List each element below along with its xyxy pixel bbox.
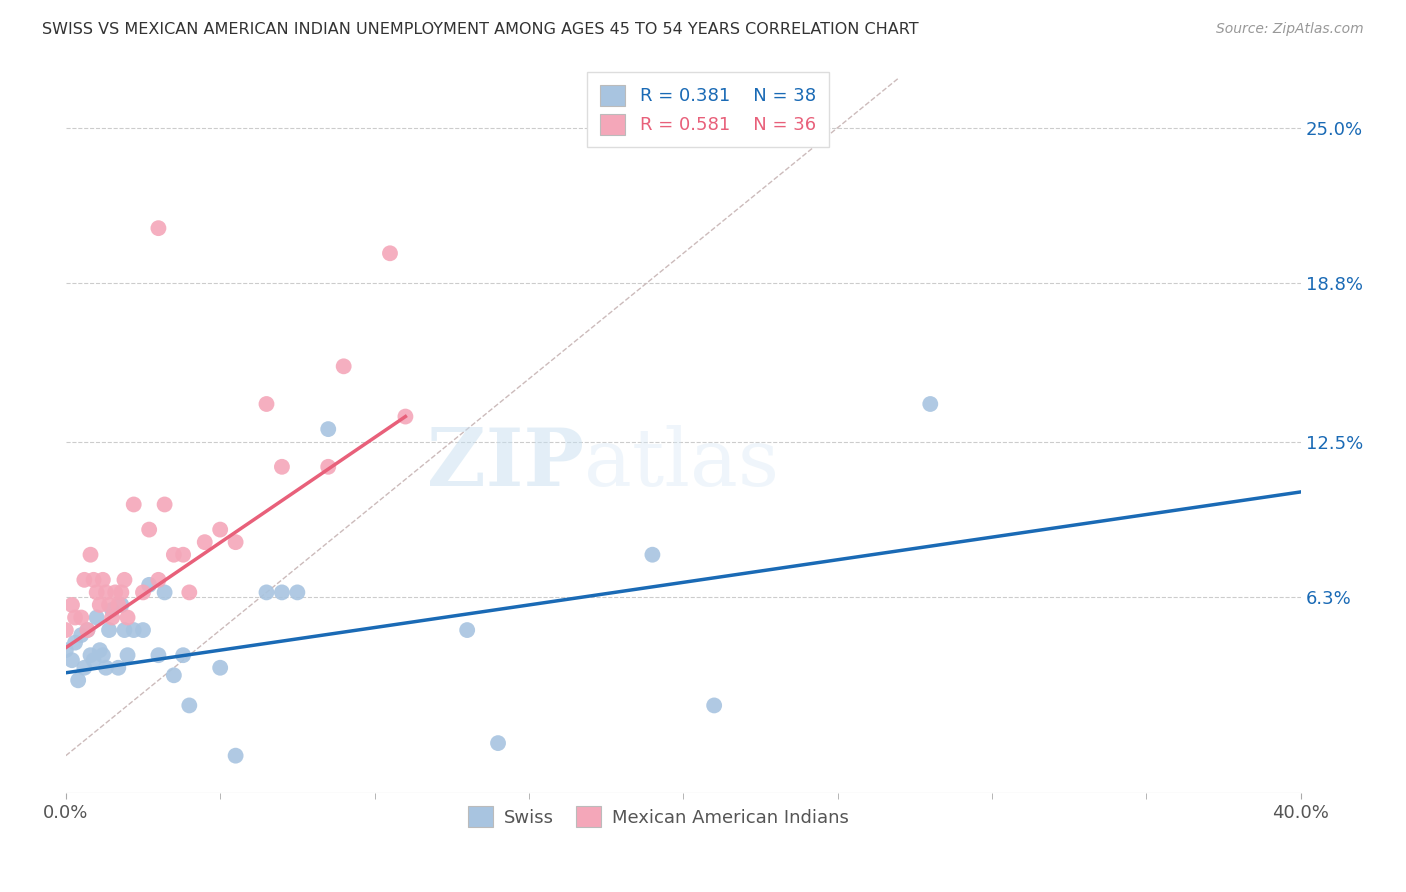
Point xyxy=(107,661,129,675)
Point xyxy=(114,573,136,587)
Point xyxy=(138,578,160,592)
Point xyxy=(89,598,111,612)
Point xyxy=(73,573,96,587)
Point xyxy=(163,668,186,682)
Point xyxy=(94,661,117,675)
Point xyxy=(153,498,176,512)
Point xyxy=(209,523,232,537)
Point xyxy=(132,585,155,599)
Point xyxy=(107,598,129,612)
Point xyxy=(79,548,101,562)
Point xyxy=(703,698,725,713)
Text: atlas: atlas xyxy=(585,425,779,503)
Point xyxy=(89,643,111,657)
Point xyxy=(172,648,194,663)
Point xyxy=(55,643,77,657)
Point xyxy=(98,623,121,637)
Point xyxy=(316,422,339,436)
Point xyxy=(91,573,114,587)
Point xyxy=(83,653,105,667)
Point xyxy=(456,623,478,637)
Point xyxy=(641,548,664,562)
Point xyxy=(70,628,93,642)
Point xyxy=(271,459,294,474)
Point xyxy=(101,603,124,617)
Point xyxy=(148,573,170,587)
Point xyxy=(486,736,509,750)
Point xyxy=(225,748,247,763)
Point xyxy=(79,648,101,663)
Point xyxy=(67,673,90,688)
Point xyxy=(101,610,124,624)
Point xyxy=(148,648,170,663)
Point xyxy=(122,623,145,637)
Point xyxy=(172,548,194,562)
Point xyxy=(60,653,83,667)
Point xyxy=(153,585,176,599)
Point xyxy=(332,359,354,374)
Point xyxy=(114,623,136,637)
Point xyxy=(285,585,308,599)
Point xyxy=(73,661,96,675)
Point xyxy=(117,610,139,624)
Point xyxy=(148,221,170,235)
Legend: Swiss, Mexican American Indians: Swiss, Mexican American Indians xyxy=(461,799,856,834)
Point xyxy=(194,535,217,549)
Point xyxy=(132,623,155,637)
Point xyxy=(394,409,416,424)
Point xyxy=(76,623,98,637)
Point xyxy=(256,397,278,411)
Point xyxy=(920,397,942,411)
Point xyxy=(378,246,401,260)
Point xyxy=(83,573,105,587)
Point xyxy=(110,598,132,612)
Point xyxy=(98,598,121,612)
Text: Source: ZipAtlas.com: Source: ZipAtlas.com xyxy=(1216,22,1364,37)
Point xyxy=(86,610,108,624)
Point xyxy=(86,585,108,599)
Point xyxy=(138,523,160,537)
Point xyxy=(60,598,83,612)
Point xyxy=(209,661,232,675)
Point xyxy=(110,585,132,599)
Point xyxy=(225,535,247,549)
Point xyxy=(122,498,145,512)
Point xyxy=(76,623,98,637)
Text: ZIP: ZIP xyxy=(427,425,585,503)
Point xyxy=(63,610,86,624)
Point xyxy=(70,610,93,624)
Point xyxy=(163,548,186,562)
Point xyxy=(256,585,278,599)
Point xyxy=(104,585,127,599)
Point xyxy=(91,648,114,663)
Point xyxy=(63,635,86,649)
Point xyxy=(179,585,201,599)
Point xyxy=(316,459,339,474)
Point xyxy=(179,698,201,713)
Point xyxy=(271,585,294,599)
Point xyxy=(94,585,117,599)
Point xyxy=(117,648,139,663)
Point xyxy=(55,623,77,637)
Text: SWISS VS MEXICAN AMERICAN INDIAN UNEMPLOYMENT AMONG AGES 45 TO 54 YEARS CORRELAT: SWISS VS MEXICAN AMERICAN INDIAN UNEMPLO… xyxy=(42,22,918,37)
